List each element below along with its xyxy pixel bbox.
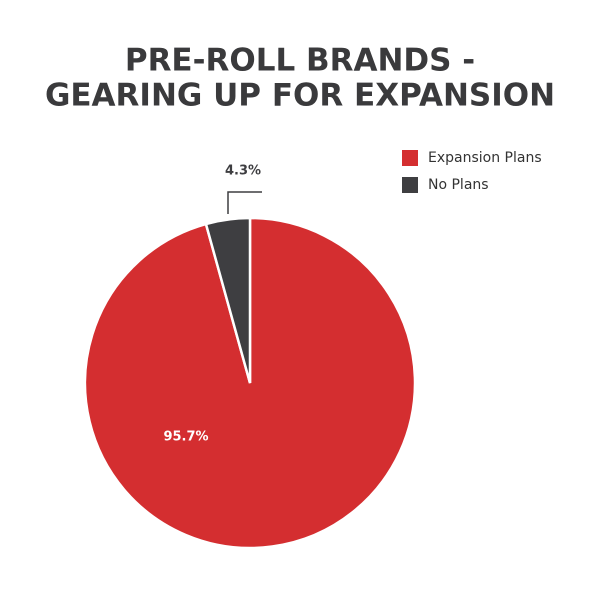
pie-slice	[204, 216, 252, 384]
leader-line	[227, 191, 262, 214]
legend-label: No Plans	[428, 177, 489, 193]
chart-title: GEARING UP FOR EXPANSION	[45, 78, 555, 114]
value-label: 4.3%	[225, 164, 261, 179]
legend-label: Expansion Plans	[428, 150, 542, 166]
value-label: 95.7%	[163, 430, 208, 445]
legend-swatch	[402, 150, 418, 166]
chart-title: PRE-ROLL BRANDS -	[125, 43, 475, 79]
legend-swatch	[402, 177, 418, 193]
